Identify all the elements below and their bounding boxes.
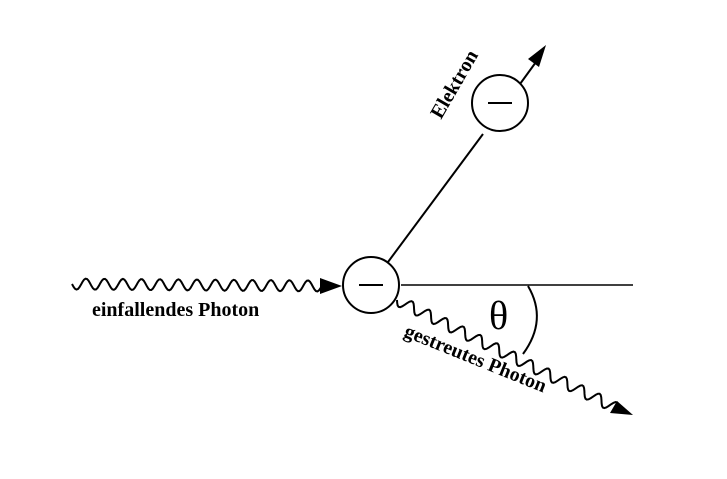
incident-photon-arrowhead: [320, 278, 342, 294]
recoil-electron: [471, 74, 529, 132]
scattered-photon-wave: [396, 299, 619, 410]
angle-theta-label: θ: [489, 293, 508, 338]
incident-photon-label: einfallendes Photon: [92, 299, 259, 321]
electron-path: [387, 133, 484, 263]
electron-path-upper: [519, 61, 537, 85]
scattered-photon-label: gestreutes Photon: [401, 320, 550, 397]
incident-photon-wave: [71, 277, 323, 293]
scattered-photon-arrowhead: [610, 401, 633, 415]
angle-arc: [522, 285, 538, 355]
target-electron: [342, 256, 400, 314]
electron-arrowhead: [528, 45, 546, 67]
